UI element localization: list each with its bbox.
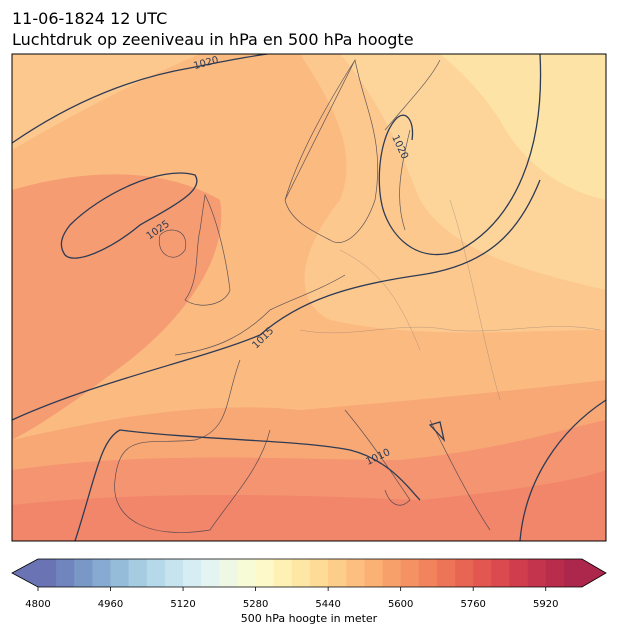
colorbar-band: [400, 559, 420, 587]
colorbar: 4800 4960 5120 5280 5440 5600 5760 5920: [11, 558, 607, 610]
colorbar-band: [255, 559, 275, 587]
isobar: [378, 54, 542, 256]
coastline: [184, 193, 231, 306]
colorbar-band: [56, 559, 75, 587]
colorbar-band: [563, 559, 583, 587]
colorbar-tick-label: 5280: [243, 599, 268, 610]
colorbar-band: [38, 559, 57, 587]
colorbar-band: [545, 559, 565, 587]
coastline: [114, 274, 346, 533]
colorbar-tick-label: 5120: [170, 599, 195, 610]
colorbar-label: 500 hPa hoogte in meter: [241, 612, 378, 625]
colorbar-band: [310, 559, 329, 587]
colorbar-band: [436, 559, 456, 587]
colorbar-band: [201, 559, 220, 587]
colorbar-tick-label: 5600: [388, 599, 413, 610]
isobar: [74, 429, 421, 541]
colorbar-tick-label: 5440: [315, 599, 340, 610]
colorbar-band: [273, 559, 293, 587]
map-frame: [11, 53, 607, 542]
colorbar-extend: [12, 559, 38, 587]
colorbar-band: [291, 559, 311, 587]
colorbar-band: [346, 559, 365, 587]
colorbar-band: [382, 559, 402, 587]
colorbar-band: [74, 559, 93, 587]
colorbar-band: [219, 559, 238, 587]
colorbar-band: [509, 559, 529, 587]
isobar: [428, 421, 446, 443]
colorbar-tick-label: 4960: [98, 599, 123, 610]
colorbar-band: [146, 559, 166, 587]
colorbar-band: [128, 559, 148, 587]
map-field: 1020 1020 1025 1015 1010: [12, 54, 606, 541]
isobar: [12, 179, 541, 421]
colorbar-band: [164, 559, 184, 587]
colorbar-band: [110, 559, 130, 587]
colorbar-tick-label: 5760: [460, 599, 485, 610]
colorbar-tick-label: 5920: [533, 599, 558, 610]
colorbar-band: [473, 559, 492, 587]
isobar: [12, 54, 272, 144]
coastline: [284, 58, 378, 243]
colorbar-extend: [582, 559, 606, 587]
coastline: [384, 59, 441, 231]
colorbar-band: [455, 559, 474, 587]
colorbar-band: [237, 559, 257, 587]
colorbar-band: [92, 559, 112, 587]
map-time: 11-06-1824 12 UTC: [12, 9, 167, 28]
country-border: [299, 199, 601, 401]
map-title: Luchtdruk op zeeniveau in hPa en 500 hPa…: [12, 30, 414, 49]
coastline: [344, 409, 491, 531]
colorbar-band: [183, 559, 202, 587]
colorbar-tick-label: 4800: [25, 599, 50, 610]
coastline: [158, 229, 187, 258]
colorbar-band: [364, 559, 384, 587]
colorbar-band: [328, 559, 347, 587]
colorbar-band: [491, 559, 510, 587]
colorbar-outline: [11, 558, 607, 588]
isobar: [60, 172, 198, 259]
colorbar-band: [527, 559, 547, 587]
colorbar-band: [418, 559, 438, 587]
isobar: [519, 399, 606, 541]
